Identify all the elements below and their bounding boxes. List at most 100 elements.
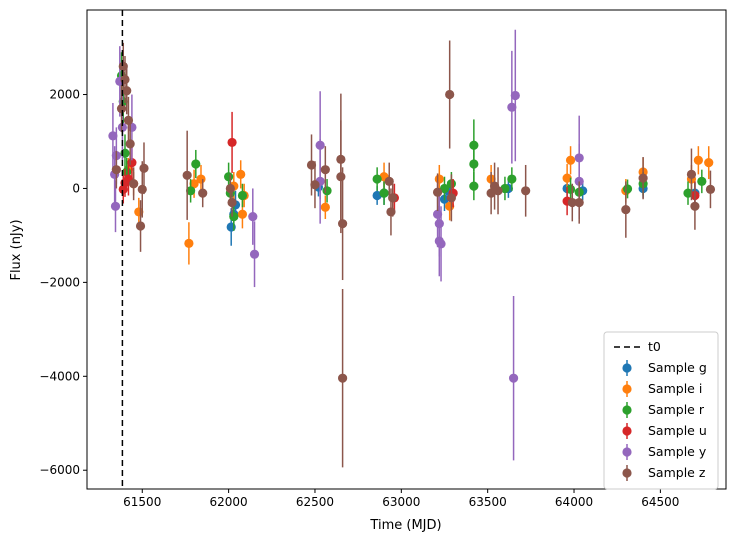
y-tick-label: 0 (72, 181, 80, 195)
series-sample-z (111, 40, 716, 468)
data-point (697, 176, 707, 187)
legend-series-label: Sample y (648, 444, 707, 459)
y-tick-label: −4000 (39, 369, 80, 383)
data-point (184, 238, 194, 248)
data-point (436, 239, 446, 249)
y-tick-label: 2000 (49, 88, 80, 102)
data-point (565, 155, 576, 165)
data-point (338, 219, 348, 229)
data-point (469, 181, 479, 191)
legend-series-label: Sample i (648, 381, 702, 396)
plot-frame (86, 9, 727, 490)
legend-swatch-marker (622, 384, 632, 394)
data-point (322, 186, 332, 196)
data-point (372, 190, 382, 201)
data-point (704, 158, 714, 168)
data-point (469, 159, 479, 169)
data-point (122, 86, 132, 96)
data-point (196, 174, 206, 184)
data-point (229, 212, 239, 222)
data-point (622, 184, 633, 194)
data-point (117, 122, 128, 133)
legend-t0-label: t0 (648, 339, 661, 354)
data-point (686, 169, 697, 179)
data-point (493, 186, 503, 196)
data-point (237, 190, 248, 201)
data-point (486, 188, 496, 198)
data-point (191, 159, 201, 169)
data-point (379, 188, 389, 198)
data-point (338, 373, 348, 383)
data-point (432, 187, 443, 197)
data-point (225, 183, 235, 194)
data-point (384, 176, 394, 187)
x-tick-label: 63000 (382, 495, 420, 509)
data-point (510, 90, 520, 101)
x-tick-label: 62000 (210, 495, 248, 509)
data-point (638, 173, 648, 183)
data-point (186, 186, 196, 196)
data-point (507, 102, 517, 112)
legend: t0 Sample g Sample i Sample r Sample u Sample… (603, 331, 719, 490)
data-point (372, 174, 382, 184)
legend-swatch-marker (622, 426, 632, 436)
data-point (306, 160, 317, 170)
y-axis-label: Flux (nJy) (9, 219, 24, 280)
data-point (111, 165, 121, 175)
x-axis-label: Time (MJD) (369, 518, 441, 533)
data-point (693, 155, 703, 165)
data-point (320, 202, 330, 212)
data-point (500, 183, 510, 194)
data-point (507, 174, 517, 184)
data-point (386, 207, 396, 217)
data-point (116, 104, 127, 114)
x-tick-label: 64000 (555, 495, 593, 509)
data-point (388, 193, 398, 203)
data-point (439, 183, 450, 194)
data-point (108, 131, 118, 141)
data-point (123, 115, 134, 125)
legend-swatch-marker (622, 405, 632, 415)
legend-series-label: Sample z (648, 465, 706, 480)
data-point (683, 188, 693, 198)
legend-swatch-marker (622, 468, 632, 478)
data-point (110, 201, 121, 211)
data-point (227, 137, 237, 148)
legend-series-label: Sample u (648, 423, 707, 438)
y-tick-label: −6000 (39, 463, 80, 477)
data-point (521, 186, 531, 196)
x-tick-label: 64500 (641, 495, 679, 509)
data-point (705, 184, 716, 194)
data-point (434, 174, 444, 184)
data-point (336, 172, 346, 182)
series-sample-r (116, 52, 707, 231)
data-point (562, 173, 572, 183)
data-point (574, 197, 584, 208)
data-layer (108, 29, 716, 468)
data-point (446, 193, 457, 203)
data-point (182, 170, 192, 180)
data-point (227, 197, 237, 208)
x-tick-label: 61500 (123, 495, 161, 509)
data-point (198, 188, 208, 198)
data-point (248, 212, 258, 222)
data-point (621, 204, 631, 215)
data-point (690, 201, 700, 211)
data-point (567, 197, 577, 208)
data-point (224, 172, 234, 182)
x-axis: 61500 62000 62500 63000 63500 64000 64500 (123, 489, 679, 509)
data-point (139, 163, 149, 173)
data-point (135, 221, 146, 231)
series-sample-y (108, 29, 584, 461)
legend-swatch-marker (622, 363, 632, 373)
legend-box (603, 331, 719, 490)
data-point (310, 180, 320, 190)
data-point (249, 249, 260, 259)
series-sample-u (118, 111, 700, 216)
legend-series-label: Sample g (648, 360, 707, 375)
x-tick-label: 63500 (469, 495, 507, 509)
data-point (125, 139, 135, 149)
y-tick-label: −2000 (39, 275, 80, 289)
data-point (129, 179, 139, 189)
